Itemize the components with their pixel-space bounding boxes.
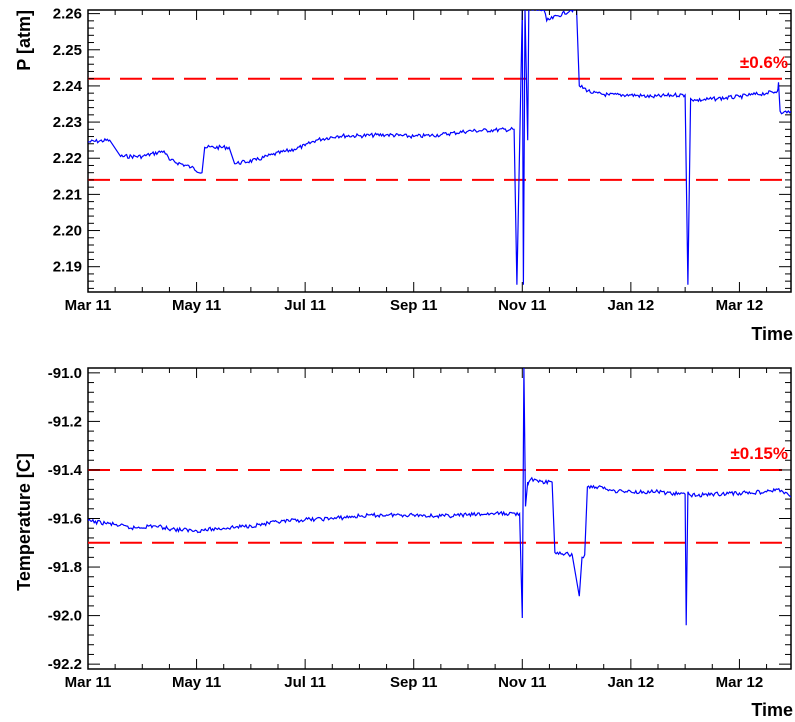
temperature-band-lines (88, 468, 791, 544)
x-tick-label: Nov 11 (498, 674, 546, 691)
x-tick-label: Mar 12 (716, 674, 764, 691)
y-tick-label: -91.6 (48, 511, 82, 528)
temperature-panel: -92.2 -92.0 -91.8 -91.6 -91.4 -91.2 -91.0 Mar … (14, 365, 793, 720)
y-tick-label: 2.19 (53, 259, 82, 276)
temperature-series (88, 368, 791, 626)
y-tick-label: 2.21 (53, 186, 82, 203)
x-tick-label: Jan 12 (608, 674, 655, 691)
pressure-panel: 2.192.202.212.222.232.242.252.26 Mar 11 M… (14, 6, 793, 344)
y-tick-label: -91.2 (48, 413, 82, 430)
x-tick-label: Mar 11 (65, 674, 112, 691)
x-tick-label: Jan 12 (608, 297, 655, 314)
temperature-y-axis: -92.2 -92.0 -91.8 -91.6 -91.4 -91.2 -91.0 (48, 365, 791, 673)
x-tick-label: May 11 (172, 297, 221, 314)
temperature-y-axis-title: Temperature [C] (14, 453, 34, 591)
y-tick-label: -92.0 (48, 608, 82, 625)
temperature-x-axis: Mar 11 May 11 Jul 11 Sep 11 Nov 11 Jan 12 Mar … (65, 368, 768, 691)
pressure-band-label: ±0.6% (740, 53, 788, 72)
y-tick-label: -91.4 (48, 462, 83, 479)
y-tick-label: 2.24 (53, 78, 83, 95)
y-tick-label: 2.26 (53, 6, 82, 23)
y-tick-label: 2.22 (53, 150, 82, 167)
temperature-data-line (88, 368, 791, 626)
x-tick-label: Sep 11 (390, 297, 438, 314)
pressure-data-line (88, 10, 791, 285)
pressure-y-axis-title: P [atm] (14, 10, 34, 71)
y-tick-label: 2.23 (53, 114, 82, 131)
x-tick-label: Nov 11 (498, 297, 546, 314)
x-tick-label: May 11 (172, 674, 221, 691)
x-tick-label: Mar 12 (716, 297, 764, 314)
temperature-x-axis-title: Time (751, 700, 793, 720)
pressure-band-lines (88, 77, 791, 181)
x-tick-label: Jul 11 (284, 297, 326, 314)
pressure-y-axis: 2.19 2.20 2.21 2.22 2.23 2.24 2.25 2.26 (53, 6, 791, 289)
y-tick-label: -91.8 (48, 559, 82, 576)
y-tick-label: 2.25 (53, 42, 82, 59)
x-tick-label: Mar 11 (65, 297, 112, 314)
pressure-x-axis: Mar 11 May 11 Jul 11 Sep 11 Nov 11 Jan 12 Mar … (65, 10, 768, 314)
pressure-x-axis-title: Time (751, 324, 793, 344)
x-tick-label: Sep 11 (390, 674, 438, 691)
y-tick-label: 2.20 (53, 223, 82, 240)
y-tick-label: -91.0 (48, 365, 82, 382)
temperature-band-label: ±0.15% (730, 444, 788, 463)
y-tick-label: -92.2 (48, 656, 82, 673)
pressure-series (88, 10, 791, 285)
x-tick-label: Jul 11 (284, 674, 326, 691)
